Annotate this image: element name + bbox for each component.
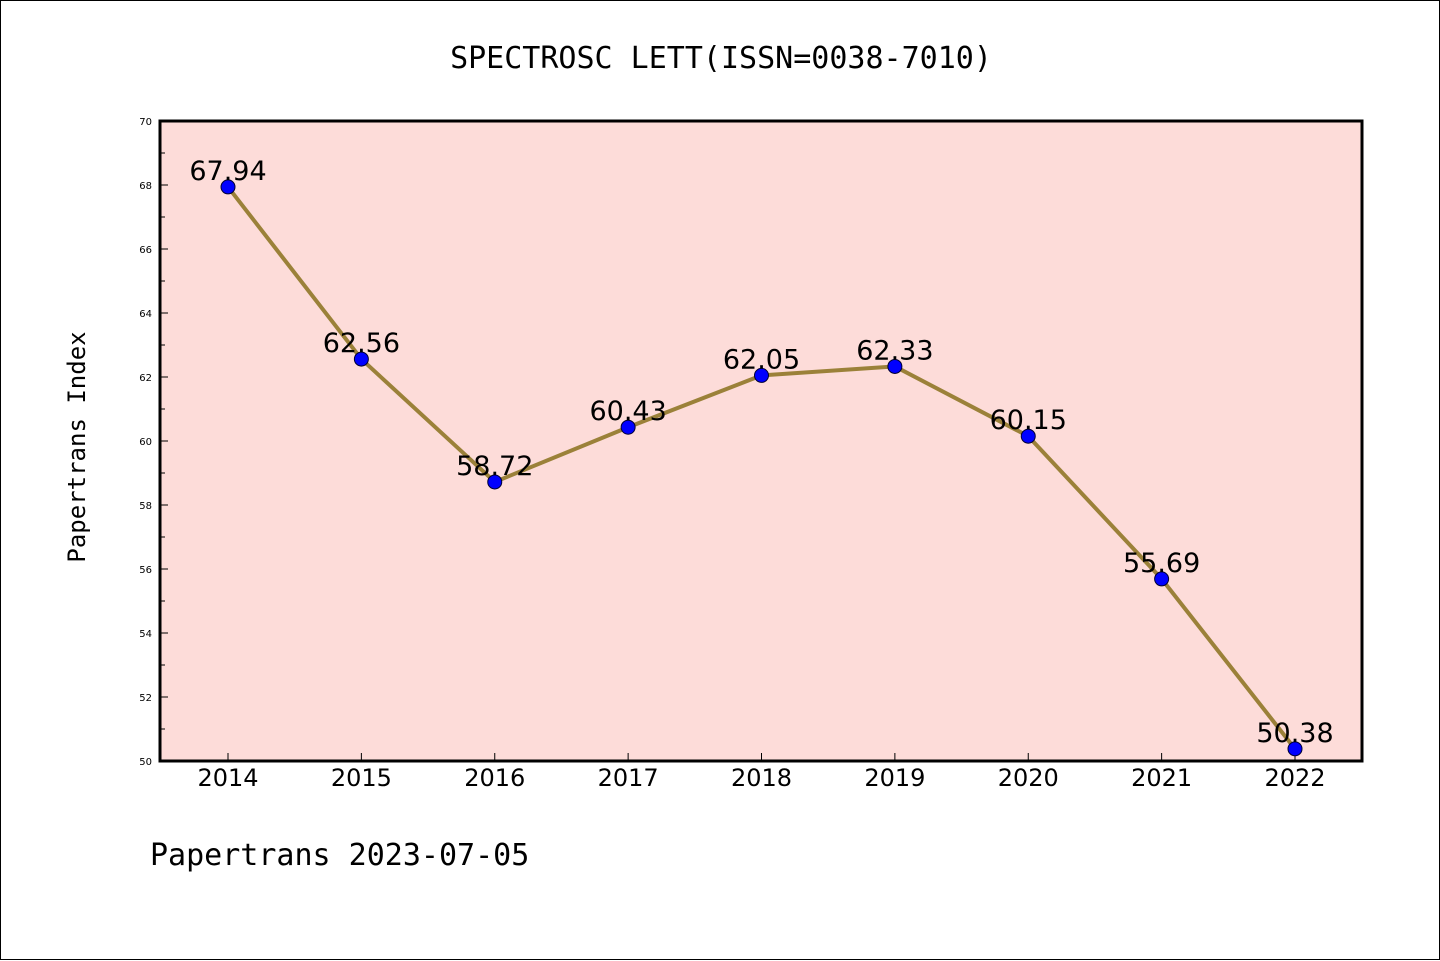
x-axis-tick-labels: 2014 2015 2016 2017 2018 2019 2020 2021 2022	[197, 764, 1325, 792]
y-tick-label: 64	[139, 309, 152, 320]
plot-area	[160, 121, 1362, 761]
x-tick-label: 2019	[864, 764, 925, 792]
data-label: 67.94	[189, 156, 266, 187]
x-tick-label: 2018	[731, 764, 792, 792]
y-tick-label: 70	[139, 117, 152, 128]
y-tick-label: 58	[139, 501, 152, 512]
y-tick-label: 54	[139, 629, 152, 640]
y-tick-label: 60	[139, 437, 152, 448]
y-axis-tick-labels: 50 52 54 56 58 60 62 64 66 68 70	[139, 117, 152, 768]
y-tick-label: 52	[139, 693, 152, 704]
data-label: 50.38	[1256, 718, 1333, 749]
y-tick-label: 68	[139, 181, 152, 192]
data-point-marker	[353, 351, 369, 367]
footer-source: Papertrans 2023-07-05	[150, 838, 529, 873]
data-point-marker	[754, 367, 769, 383]
data-label: 62.56	[323, 328, 400, 359]
x-tick-label: 2021	[1131, 764, 1192, 792]
data-labels: 67.94 62.56 58.72 60.43 62.05 62.33 60.15 55.69…	[189, 156, 1333, 749]
x-tick-label: 2022	[1264, 764, 1325, 792]
x-tick-label: 2014	[197, 764, 258, 792]
data-point-marker	[887, 358, 903, 374]
data-label: 58.72	[456, 451, 533, 482]
data-point-marker	[487, 474, 503, 490]
x-tick-label: 2020	[998, 764, 1059, 792]
data-label: 60.43	[589, 396, 666, 427]
x-tick-label: 2017	[598, 764, 659, 792]
data-point-marker	[1287, 741, 1303, 757]
data-point-marker	[1020, 428, 1036, 444]
data-point-marker	[1154, 571, 1170, 587]
data-label: 60.15	[990, 405, 1067, 436]
x-tick-label: 2016	[464, 764, 525, 792]
data-label: 62.33	[856, 335, 933, 366]
data-point-marker	[220, 179, 236, 195]
y-tick-label: 50	[139, 757, 152, 768]
y-tick-label: 66	[139, 245, 152, 256]
data-point-marker	[620, 419, 636, 435]
y-axis-label: Papertrans Index	[63, 331, 91, 562]
data-label: 55.69	[1123, 548, 1200, 579]
chart-title: SPECTROSC LETT(ISSN=0038-7010)	[450, 41, 992, 76]
y-tick-label: 56	[139, 565, 152, 576]
data-point-markers	[220, 179, 1303, 757]
data-label: 62.05	[723, 344, 800, 375]
plot-frame	[158, 119, 1364, 763]
x-tick-label: 2015	[331, 764, 392, 792]
y-tick-label: 62	[139, 373, 152, 384]
